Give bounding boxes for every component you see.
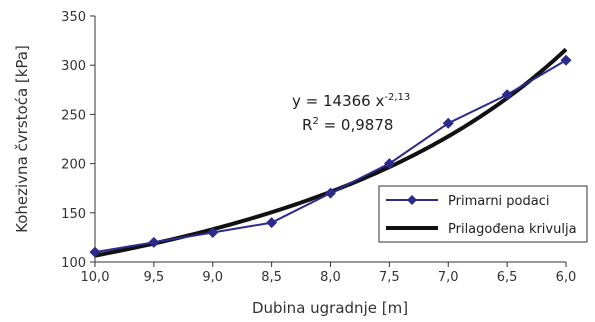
y-tick-label: 350 (61, 10, 86, 25)
legend-box (378, 185, 588, 243)
x-tick-label: 9,0 (202, 270, 223, 285)
x-tick-label: 8,0 (320, 270, 341, 285)
y-tick-label: 250 (61, 108, 86, 123)
data-point-marker (207, 226, 219, 238)
equation-exponent: -2,13 (384, 92, 410, 103)
legend-label-primary: Primarni podaci (448, 194, 549, 209)
legend: Primarni podaci Prilagođena krivulja (378, 185, 588, 243)
equation-annotation: y = 14366 x-2,13 (292, 92, 410, 110)
data-point-marker (266, 217, 278, 229)
y-axis-label: Kohezivna čvrstoća [kPa] (13, 45, 31, 233)
x-tick-label: 9,5 (144, 270, 165, 285)
data-point-marker (89, 246, 101, 258)
x-tick-label: 7,5 (379, 270, 400, 285)
y-tick-label: 200 (61, 158, 86, 173)
data-point-marker (442, 117, 454, 129)
data-point-marker (501, 89, 513, 101)
data-point-marker (325, 187, 336, 199)
r2-exponent: 2 (312, 116, 318, 127)
x-tick-label: 7,0 (438, 270, 459, 285)
x-tick-label: 6,5 (497, 270, 518, 285)
y-ticks: 100 150 200 250 300 350 (61, 10, 95, 271)
r2-annotation: R2 = 0,9878 (302, 116, 393, 134)
x-ticks: 10,0 9,5 9,0 8,5 8,0 7,5 7,0 6,5 6,0 (81, 262, 577, 285)
data-point-marker (148, 236, 160, 248)
y-tick-label: 100 (61, 256, 86, 271)
x-axis-label: Dubina ugradnje [m] (252, 299, 408, 317)
legend-label-fit: Prilagođena krivulja (448, 222, 577, 237)
legend-marker-primary (407, 195, 417, 205)
x-tick-label: 6,0 (556, 270, 577, 285)
x-tick-label: 10,0 (81, 270, 110, 285)
series-layer (89, 47, 572, 258)
y-tick-label: 300 (61, 59, 86, 74)
x-tick-label: 8,5 (261, 270, 282, 285)
data-point-marker (383, 158, 395, 170)
y-tick-label: 150 (61, 207, 86, 222)
data-point-marker (560, 54, 572, 66)
